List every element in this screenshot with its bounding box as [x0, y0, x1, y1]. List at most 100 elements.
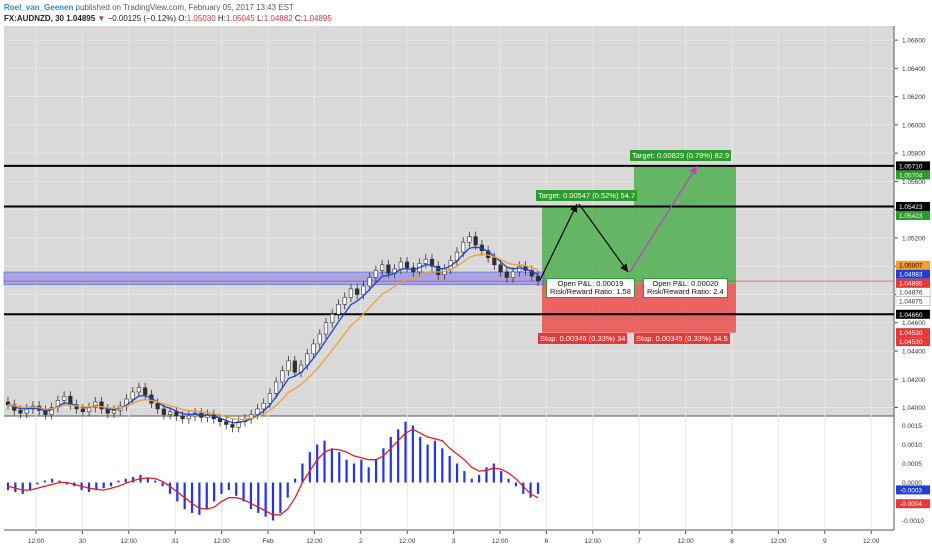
time-axis[interactable]: 12:00 30 12:00 31 12:00 Feb 12:00 2 12:00 3 12:00 6…	[28, 530, 880, 545]
projection-arrows	[539, 165, 698, 281]
candle-body	[473, 236, 478, 246]
price-label-text: 1.05007	[899, 263, 923, 270]
grid	[4, 26, 894, 530]
price-tick-label: 1.05200	[902, 235, 926, 242]
time-tick-label: 6	[545, 538, 549, 545]
target-projection-arrow	[629, 165, 698, 273]
candle-body	[111, 410, 117, 414]
candle-body	[99, 401, 104, 410]
time-tick-label: 31	[172, 538, 180, 545]
price-label-text: 1.05423	[899, 204, 923, 211]
time-tick-label: 8	[730, 538, 734, 545]
stop-label-1[interactable]: Stop: 0.00346 (0.33%) 34	[538, 333, 628, 344]
close-label: C:	[294, 14, 303, 23]
low-value: 1.04882	[263, 14, 293, 23]
target-label-2[interactable]: Target: 0.00829 (0.79%) 82.9	[630, 150, 732, 161]
stop-label-2[interactable]: Stop: 0.00345 (0.33%) 34.5	[634, 333, 730, 344]
down-arrow-icon: ▼	[97, 14, 106, 23]
candle-body	[517, 265, 522, 273]
open-label: O:	[178, 14, 187, 23]
support-zone	[3, 271, 545, 286]
target-label-1[interactable]: Target: 0.00547 (0.52%) 54.7	[536, 190, 638, 201]
candle-body	[330, 313, 335, 324]
time-tick-label: 12:00	[306, 538, 323, 545]
candle-body	[280, 370, 285, 383]
time-tick-label: 30	[79, 538, 87, 545]
candle-body	[186, 415, 191, 420]
macd-value-box	[896, 499, 930, 509]
time-tick-label: 12:00	[770, 538, 787, 545]
time-tick-label: 12:00	[399, 538, 416, 545]
price-label-text: 1.04983	[899, 272, 923, 279]
price-tick-label: 1.05800	[902, 151, 926, 158]
candle-body	[361, 285, 366, 295]
pnl-label-2[interactable]: Open P&L: 0.00020 Risk/Reward Ratio: 2.4	[643, 278, 728, 298]
price-label-box	[896, 337, 930, 347]
candle-body	[386, 264, 391, 274]
candle-body	[161, 408, 166, 415]
price-label-box	[896, 269, 930, 279]
candle-body	[174, 411, 179, 417]
low-label: L:	[257, 14, 264, 23]
candle-body	[504, 271, 509, 278]
price-label-box	[896, 260, 930, 270]
horizontal-levels[interactable]	[4, 164, 894, 316]
target-zone	[542, 206, 634, 284]
price-label-text: 1.04895	[899, 281, 923, 288]
candle-body	[168, 411, 173, 415]
price-label-box	[896, 161, 930, 171]
candle-body	[373, 270, 378, 278]
candle-body	[180, 415, 185, 420]
candle-body	[323, 322, 329, 335]
price-label-text: 1.05423	[899, 213, 923, 220]
time-tick-label: 12:00	[213, 538, 230, 545]
time-tick-label: 7	[637, 538, 641, 545]
candle-body	[80, 408, 85, 413]
price-tick-label: 1.04200	[902, 377, 926, 384]
price-label-text: 1.04530	[899, 330, 923, 337]
candle-body	[492, 257, 497, 266]
macd-signal-line	[7, 428, 539, 516]
macd-tick-label: -0.0010	[902, 518, 924, 525]
macd-tick-label: 0.0000	[902, 480, 922, 487]
candle-body	[404, 261, 410, 268]
candle-body	[261, 402, 266, 410]
author-name[interactable]: Roel_van_Geenen	[4, 3, 74, 12]
price-pane[interactable]	[4, 26, 894, 416]
price-tick-label: 1.06600	[902, 38, 926, 45]
candle-body	[93, 401, 98, 408]
price-label-box	[896, 309, 930, 319]
last-price: 1.04895	[66, 14, 96, 23]
time-tick-label: 9	[823, 538, 827, 545]
candle-body	[236, 421, 241, 428]
candle-body	[5, 401, 11, 405]
high-value: 1.05045	[225, 14, 255, 23]
candle-body	[510, 271, 516, 278]
price-tick-label: 1.05600	[902, 179, 926, 186]
price-label-text: 1.04530	[899, 339, 923, 346]
candle-body	[136, 387, 142, 393]
published-text: published on TradingView.com, February 0…	[75, 3, 294, 12]
publisher-line: Roel_van_Geenen published on TradingView…	[4, 2, 294, 13]
candle-body	[255, 408, 260, 415]
price-tick-label: 1.04600	[902, 320, 926, 327]
price-tick-label: 1.06400	[902, 66, 926, 73]
candle-body	[342, 297, 347, 305]
time-tick-label: 2	[359, 538, 363, 545]
candle-body	[355, 288, 360, 295]
candle-body	[311, 343, 316, 355]
price-tick-label: 1.04000	[902, 405, 926, 412]
price-label-text: 1.05704	[899, 172, 923, 179]
open-value: 1.05030	[186, 14, 216, 23]
candle-body	[467, 236, 472, 243]
time-tick-label: 12:00	[677, 538, 694, 545]
candle-body	[230, 424, 235, 428]
price-axis[interactable]: 1.06600 1.06400 1.06200 1.06000 1.05800 1.056…	[894, 38, 931, 525]
price-tick-label: 1.04400	[902, 349, 926, 356]
candle-body	[18, 410, 23, 414]
close-value: 1.04895	[302, 14, 332, 23]
price-label-text: 1.05710	[899, 163, 923, 170]
pnl-label-1[interactable]: Open P&L: 0.00019 Risk/Reward Ratio: 1.5…	[546, 278, 635, 298]
macd-indicator	[6, 421, 540, 521]
